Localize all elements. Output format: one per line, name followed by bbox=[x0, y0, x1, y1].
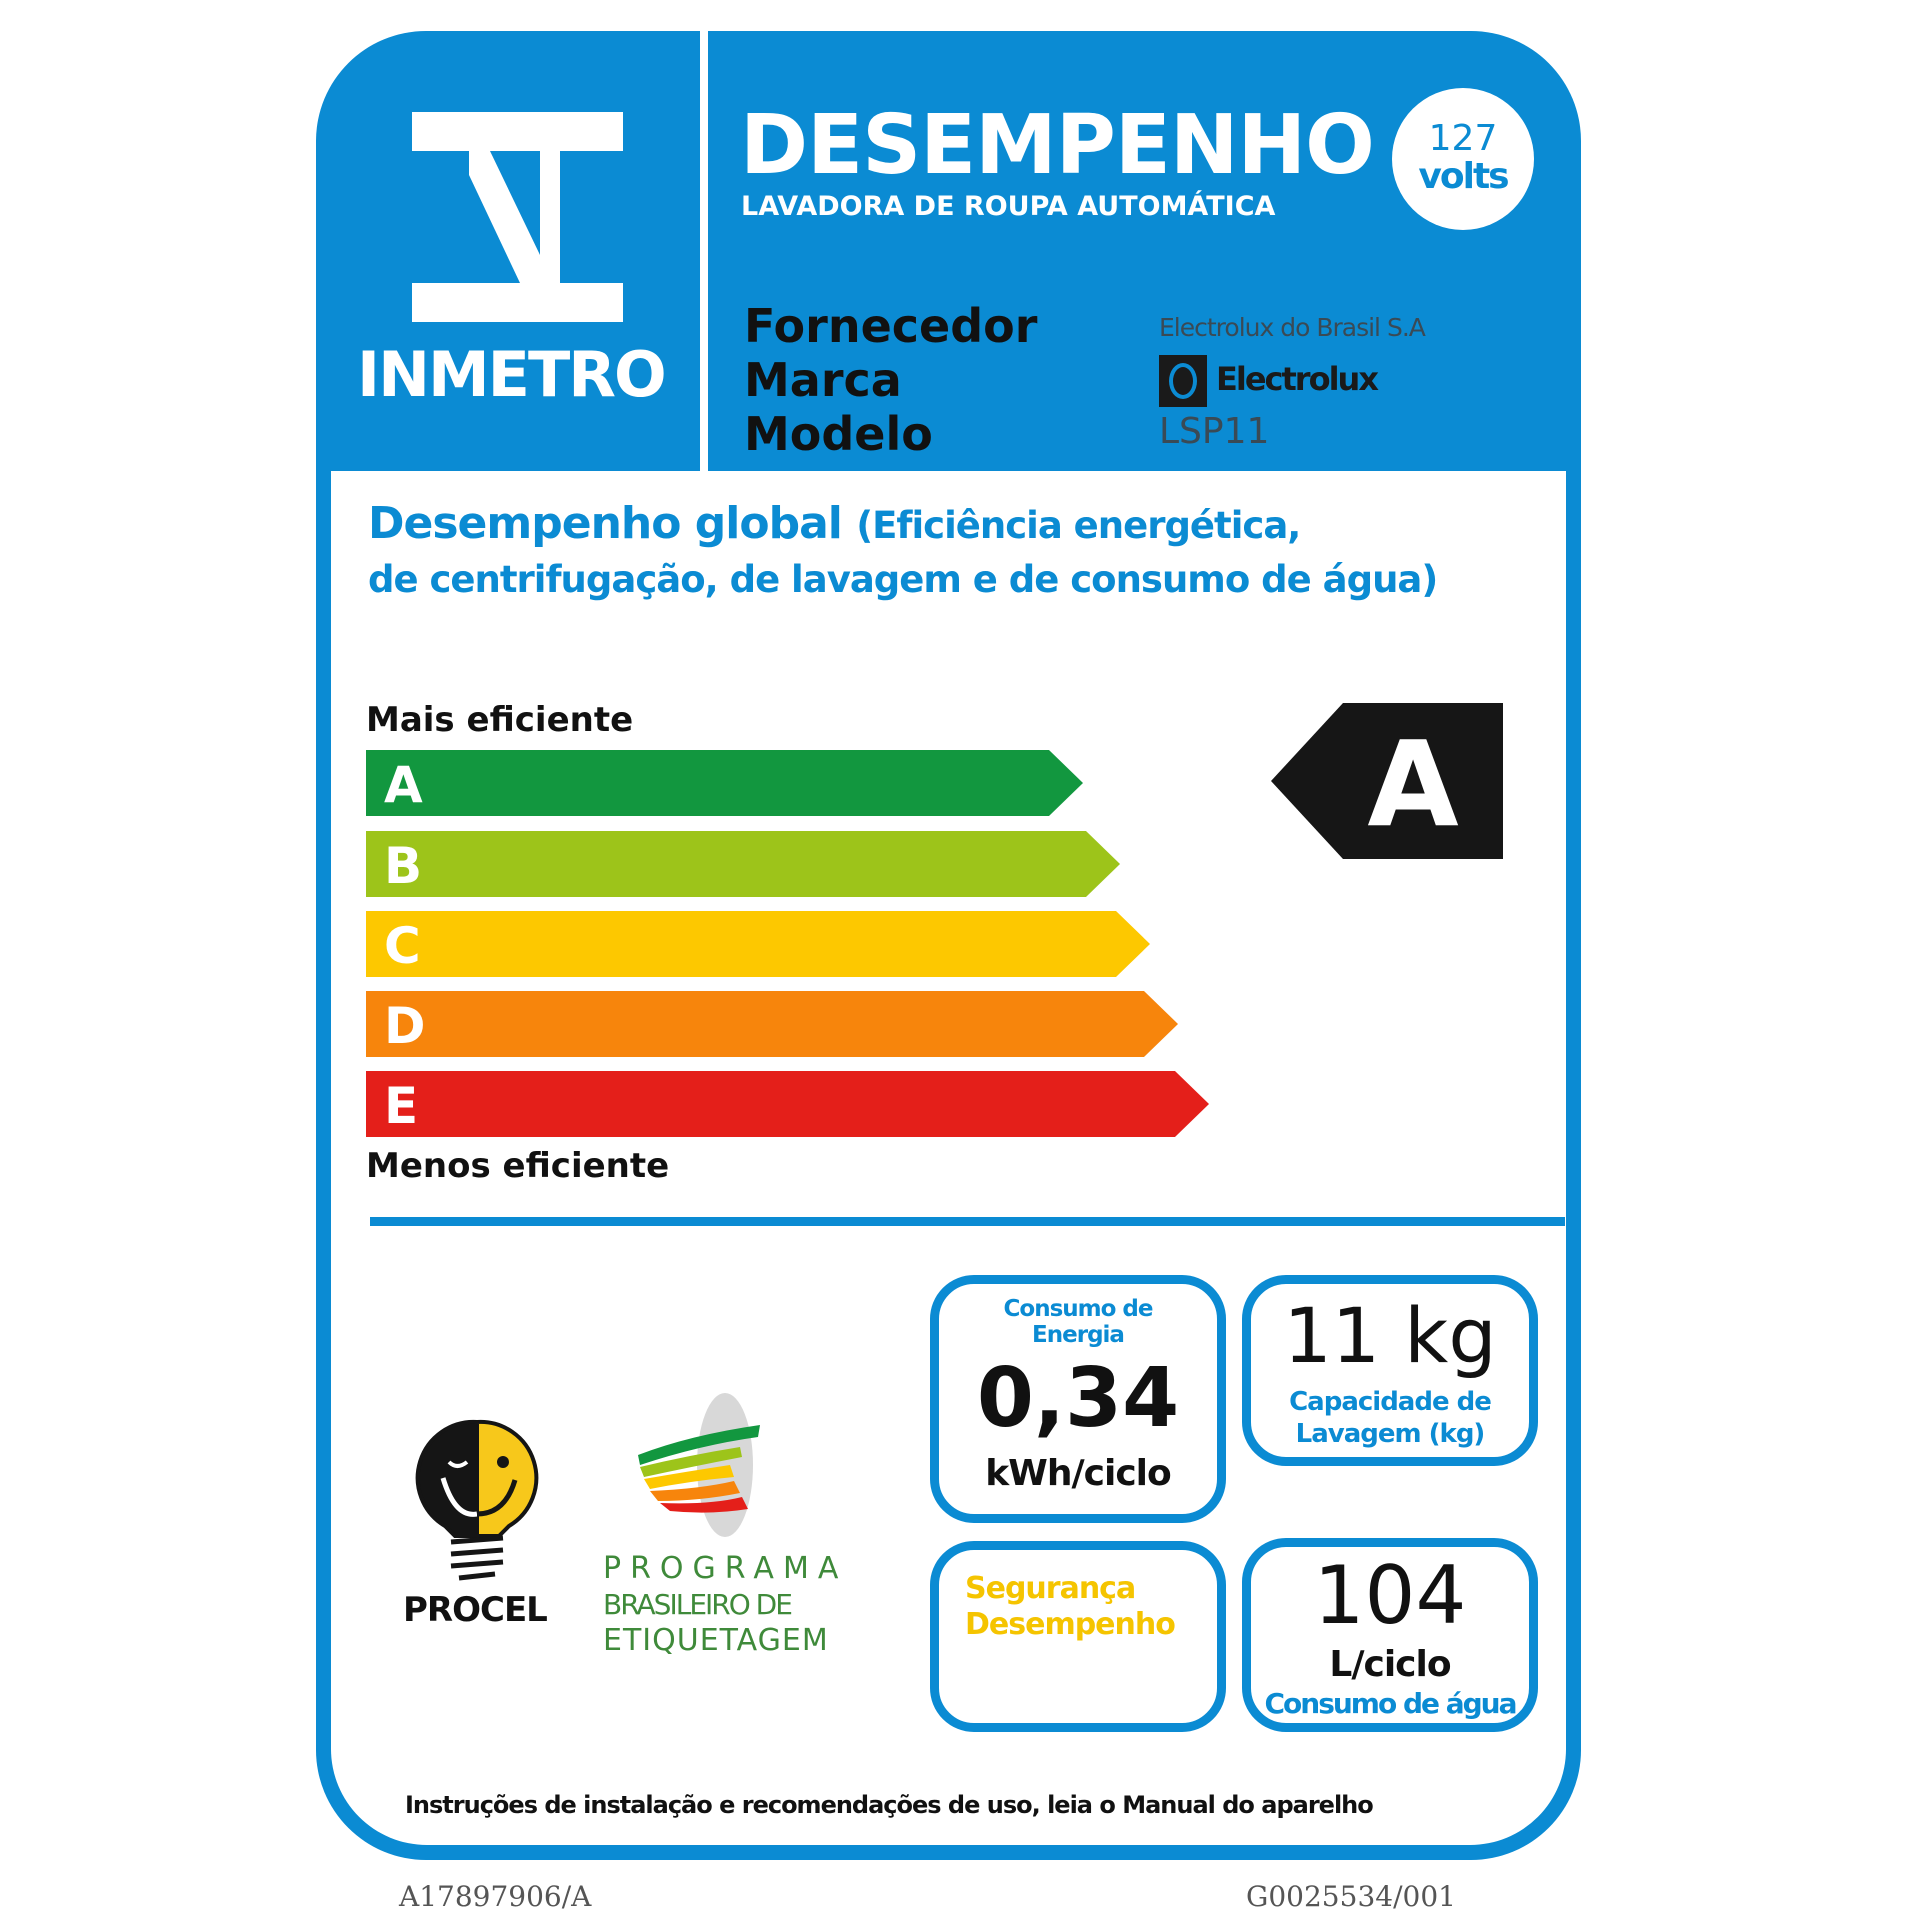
supplier-label: Fornecedor bbox=[744, 299, 1038, 353]
label-body bbox=[331, 471, 1566, 1845]
class-bar-e: E bbox=[366, 1071, 1209, 1137]
capacity-label-1: Capacidade de bbox=[1289, 1387, 1492, 1417]
voltage-badge: 127 volts bbox=[1392, 88, 1534, 230]
inmetro-logo-text: INMETRO bbox=[357, 338, 667, 411]
safety-box: Segurança Desempenho bbox=[930, 1541, 1226, 1732]
energy-label bbox=[316, 31, 1581, 1860]
class-bar-shape bbox=[366, 750, 1083, 816]
rating-letter: A bbox=[1367, 715, 1458, 853]
model-label: Modelo bbox=[744, 407, 933, 461]
header-divider bbox=[700, 31, 708, 471]
capacity-label-2: Lavagem (kg) bbox=[1295, 1419, 1486, 1449]
energy-label-2: Energia bbox=[1032, 1322, 1125, 1348]
section-divider bbox=[370, 1217, 1565, 1226]
water-unit: L/ciclo bbox=[1329, 1644, 1451, 1685]
instructions-text: Instruções de instalação e recomendações… bbox=[405, 1791, 1374, 1819]
water-label: Consumo de água bbox=[1264, 1687, 1517, 1720]
energy-label-1: Consumo de bbox=[1003, 1296, 1154, 1322]
class-bar-letter: A bbox=[384, 756, 423, 814]
energy-unit: kWh/ciclo bbox=[985, 1453, 1172, 1494]
class-bar-shape bbox=[366, 831, 1120, 897]
code-left: A17897906/A bbox=[399, 1880, 592, 1913]
pbe-logo-line-2: BRASILEIRO DE bbox=[603, 1588, 793, 1621]
safety-label-1: Segurança bbox=[965, 1571, 1136, 1606]
inmetro-logo-icon bbox=[412, 112, 623, 322]
water-consumption-box: 104 L/ciclo Consumo de água bbox=[1242, 1538, 1538, 1732]
class-bar-shape bbox=[366, 1071, 1209, 1137]
class-bar-letter: C bbox=[384, 917, 421, 975]
class-bar-d: D bbox=[366, 991, 1178, 1057]
brand-label: Marca bbox=[744, 353, 902, 407]
class-bar-letter: D bbox=[384, 997, 426, 1055]
most-efficient-label: Mais eficiente bbox=[366, 700, 634, 740]
water-value: 104 bbox=[1313, 1549, 1467, 1642]
class-bar-letter: E bbox=[384, 1077, 418, 1135]
voltage-value: 127 bbox=[1428, 118, 1498, 159]
class-bar-shape bbox=[366, 911, 1150, 977]
voltage-unit: volts bbox=[1418, 156, 1509, 197]
model-value: LSP11 bbox=[1159, 411, 1270, 452]
safety-label-2: Desempenho bbox=[965, 1607, 1176, 1642]
rating-indicator: A bbox=[1271, 703, 1503, 859]
class-bar-c: C bbox=[366, 911, 1150, 977]
rating-arrow-shape bbox=[1271, 703, 1503, 859]
procel-bulb-icon bbox=[415, 1419, 539, 1581]
performance-title: Desempenho global (Eficiência energética… bbox=[368, 498, 1301, 552]
performance-title-rest: (Eficiência energética, bbox=[856, 504, 1301, 547]
electrolux-logo-icon bbox=[1159, 355, 1207, 407]
energy-consumption-box: Consumo de Energia 0,34 kWh/ciclo bbox=[930, 1275, 1226, 1523]
code-right: G0025534/001 bbox=[1246, 1880, 1456, 1913]
class-bar-shape bbox=[366, 991, 1178, 1057]
class-bar-b: B bbox=[366, 831, 1120, 897]
pbe-logo-line-1: PROGRAMA bbox=[603, 1551, 848, 1586]
pbe-logo-icon bbox=[638, 1393, 760, 1537]
page-title: DESEMPENHO bbox=[740, 98, 1375, 193]
supplier-value: Electrolux do Brasil S.A bbox=[1159, 313, 1426, 342]
performance-title-line-2: de centrifugação, de lavagem e de consum… bbox=[368, 558, 1438, 601]
class-bar-letter: B bbox=[384, 837, 422, 895]
energy-value: 0,34 bbox=[976, 1351, 1180, 1446]
performance-title-bold: Desempenho global bbox=[368, 498, 843, 549]
capacity-value: 11 kg bbox=[1283, 1291, 1497, 1380]
procel-logo-text: PROCEL bbox=[403, 1590, 548, 1630]
capacity-box: 11 kg Capacidade de Lavagem (kg) bbox=[1242, 1275, 1538, 1466]
pbe-logo-line-3: ETIQUETAGEM bbox=[603, 1623, 829, 1658]
class-bar-a: A bbox=[366, 750, 1083, 816]
page-subtitle: LAVADORA DE ROUPA AUTOMÁTICA bbox=[741, 191, 1276, 222]
least-efficient-label: Menos eficiente bbox=[366, 1146, 670, 1186]
brand-value: Electrolux bbox=[1216, 360, 1379, 398]
